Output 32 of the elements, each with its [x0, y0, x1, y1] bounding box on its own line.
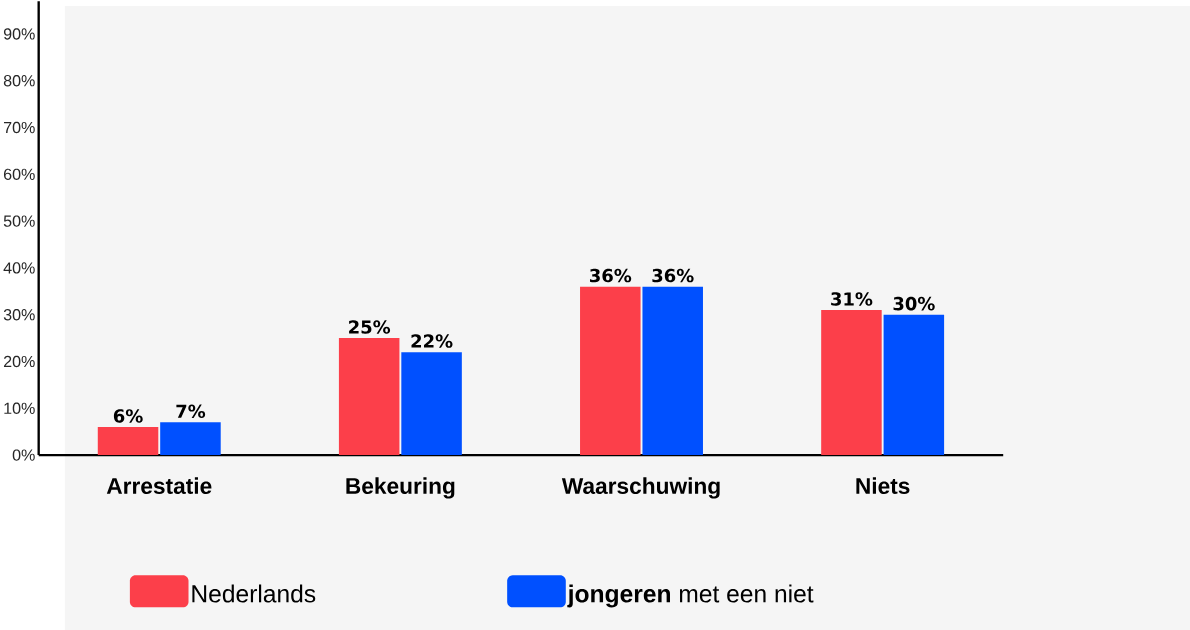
- legend-label: Nederlands: [192, 584, 316, 603]
- data-label: 36%: [652, 268, 694, 283]
- x-tick-label: Niets: [856, 477, 910, 494]
- bar: [97, 427, 159, 456]
- data-label: 30%: [893, 296, 935, 311]
- data-label: 31%: [831, 292, 873, 306]
- data-label: 25%: [349, 320, 391, 334]
- y-tick-label: 60%: [3, 168, 35, 180]
- x-tick-label: Arrestatie: [106, 477, 212, 494]
- bar: [401, 352, 462, 456]
- y-tick-label: 0%: [12, 449, 35, 461]
- bar: [821, 310, 882, 456]
- y-tick-label: 80%: [3, 75, 35, 87]
- bar: [160, 422, 221, 456]
- bar: [883, 314, 945, 456]
- y-tick-label: 70%: [3, 121, 35, 134]
- x-tick-label: Waarschuwing: [561, 477, 720, 499]
- data-label: 6%: [113, 409, 143, 423]
- y-tick-label: 30%: [3, 308, 35, 321]
- bar: [580, 286, 641, 456]
- bar: [338, 338, 400, 456]
- y-tick-label: 90%: [3, 28, 35, 40]
- legend-label: jongeren met een niet: [567, 584, 814, 608]
- bar: [642, 286, 703, 456]
- y-tick-label: 20%: [3, 355, 35, 368]
- y-tick-label: 10%: [4, 402, 35, 414]
- x-tick-label: Bekeuring: [346, 477, 455, 499]
- y-tick-label: 40%: [3, 262, 35, 274]
- data-label: 22%: [411, 334, 453, 348]
- y-tick-label: 50%: [3, 215, 35, 227]
- data-label: 36%: [590, 268, 632, 283]
- data-label: 7%: [176, 404, 206, 419]
